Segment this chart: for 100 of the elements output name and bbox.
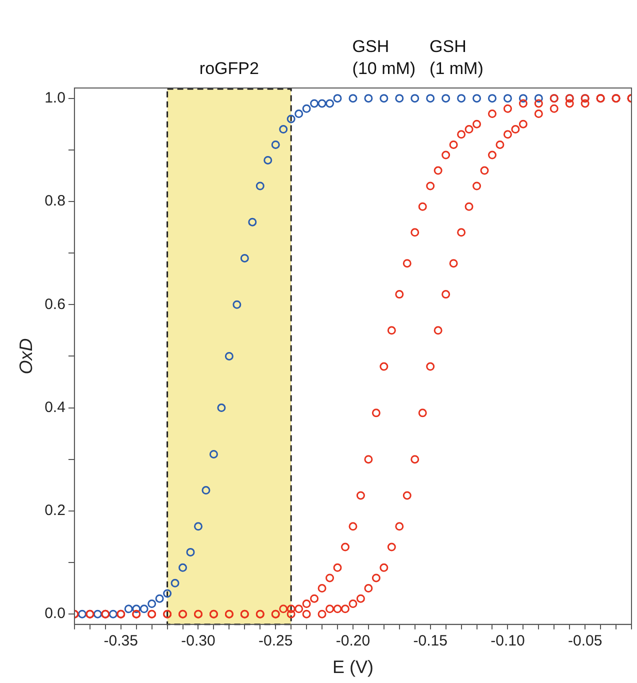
point (402, 491, 412, 500)
point (580, 99, 590, 108)
point (340, 542, 350, 552)
point (348, 94, 358, 103)
x-tick-label: -0.35 (104, 632, 138, 650)
point (326, 574, 334, 582)
point (271, 140, 280, 149)
point (310, 99, 319, 108)
point (550, 104, 558, 113)
point (124, 604, 133, 614)
point (178, 563, 188, 572)
point (395, 522, 404, 531)
point (202, 486, 210, 495)
point (534, 110, 543, 118)
point (480, 166, 489, 175)
y-tick-label: 1.0 (44, 89, 66, 106)
point (348, 600, 358, 608)
point (518, 99, 528, 108)
x-tick-label: -0.05 (568, 632, 602, 650)
point (326, 99, 334, 108)
point (217, 404, 226, 412)
point (209, 450, 218, 458)
point (464, 125, 474, 134)
point (333, 563, 342, 572)
point (534, 94, 543, 103)
point (511, 125, 520, 134)
point (395, 290, 404, 299)
x-tick-label: -0.20 (336, 632, 370, 650)
point (488, 110, 496, 118)
x-tick-label: -0.30 (181, 632, 216, 650)
point (302, 600, 311, 608)
point (442, 150, 450, 160)
point (380, 362, 388, 371)
point (340, 604, 350, 614)
point (356, 491, 365, 500)
point (264, 156, 272, 164)
point (426, 362, 435, 371)
x-axis-title: E (V) (332, 657, 374, 678)
point (457, 228, 466, 237)
point (348, 522, 358, 531)
point (318, 610, 326, 618)
y-tick-label: 0.0 (44, 605, 66, 622)
point (310, 594, 319, 603)
point (449, 259, 458, 268)
point (155, 594, 164, 603)
point (534, 99, 543, 108)
point (503, 130, 512, 139)
text: roGFP2 (199, 59, 259, 78)
point (449, 140, 458, 149)
point (410, 228, 420, 237)
point (318, 99, 326, 108)
point (402, 259, 412, 268)
point (186, 548, 195, 556)
point (488, 94, 496, 103)
point (93, 610, 102, 618)
point (457, 94, 466, 103)
y-tick-label: 0.8 (44, 192, 66, 210)
point (108, 610, 118, 618)
x-tick-label: -0.25 (258, 632, 293, 650)
point (488, 150, 496, 160)
point (518, 94, 528, 103)
text: GSH (1 mM) (430, 37, 484, 78)
point (132, 604, 141, 614)
point (356, 594, 365, 603)
point (248, 218, 257, 226)
point (364, 455, 373, 464)
point (279, 604, 288, 614)
point (279, 125, 288, 134)
point (364, 94, 373, 103)
point (565, 99, 574, 108)
point (503, 94, 512, 103)
y-tick-label: 0.2 (44, 502, 66, 520)
point (472, 120, 482, 128)
point (518, 120, 528, 128)
point (372, 574, 380, 582)
y-tick-label: 0.4 (44, 398, 66, 416)
point (286, 114, 296, 124)
point (140, 604, 148, 614)
point (434, 326, 442, 335)
point (418, 408, 427, 418)
point (224, 352, 234, 360)
point (240, 254, 249, 262)
point (472, 94, 482, 103)
point (464, 202, 474, 211)
point (457, 130, 466, 139)
point (194, 522, 202, 531)
point (333, 604, 342, 614)
point (163, 589, 172, 598)
point (364, 584, 373, 593)
x-tick-label: -0.15 (413, 632, 448, 650)
point (496, 140, 504, 149)
point (426, 94, 435, 103)
point (372, 408, 380, 418)
point (380, 94, 388, 103)
point (294, 604, 304, 614)
point (426, 182, 435, 190)
point (302, 104, 311, 113)
point (442, 290, 450, 299)
point (256, 182, 264, 190)
y-tick-label: 0.6 (44, 296, 66, 313)
